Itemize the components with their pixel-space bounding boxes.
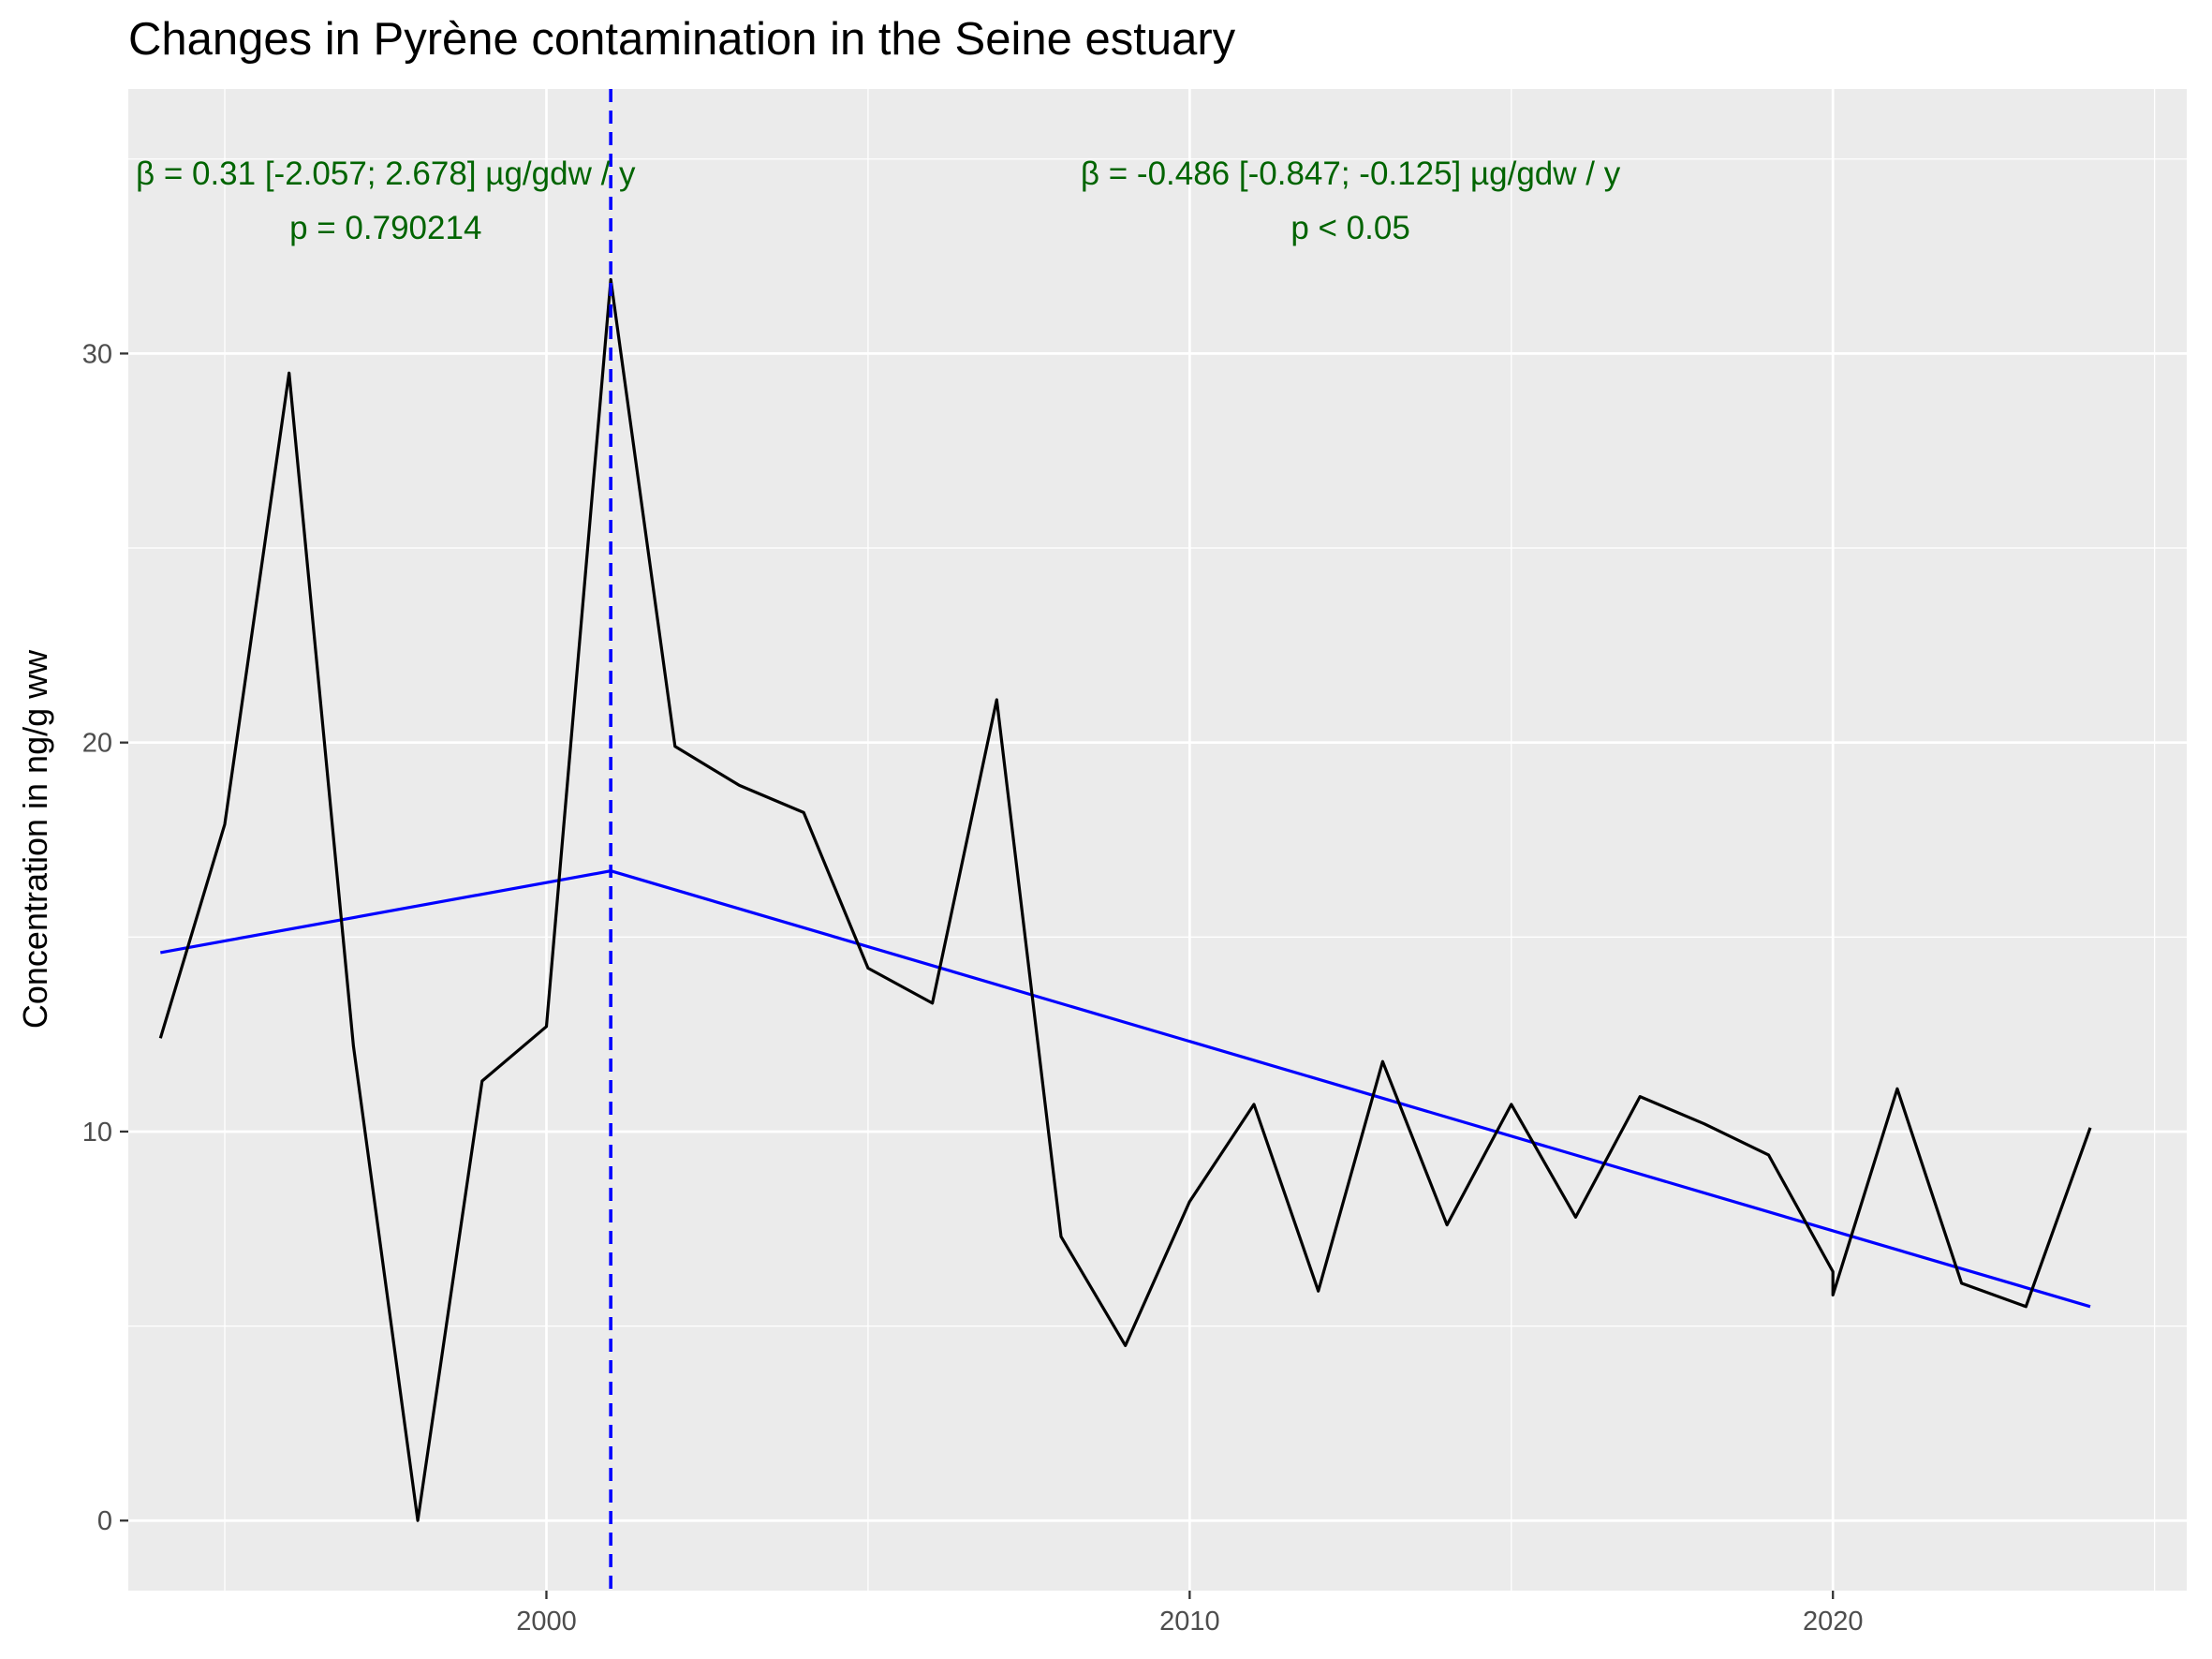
x-axis: 2000 2010 2020 xyxy=(516,1591,1863,1637)
x-tick-label: 2000 xyxy=(516,1607,577,1637)
plot-panel xyxy=(128,89,2187,1591)
y-tick-label: 10 xyxy=(82,1118,112,1148)
x-tick-label: 2020 xyxy=(1803,1607,1864,1637)
annotation-left-p: p = 0.790214 xyxy=(289,210,481,246)
y-tick-label: 20 xyxy=(82,729,112,759)
y-axis: 0 10 20 30 xyxy=(82,339,128,1536)
y-tick-label: 30 xyxy=(82,339,112,369)
annotation-right-beta: β = -0.486 [-0.847; -0.125] µg/gdw / y xyxy=(1081,156,1621,192)
major-gridlines xyxy=(128,89,2187,1591)
y-tick-label: 0 xyxy=(97,1506,112,1536)
annotations: β = 0.31 [-2.057; 2.678] µg/gdw / y p = … xyxy=(136,156,1621,246)
chart-title: Changes in Pyrène contamination in the S… xyxy=(128,14,1236,65)
minor-gridlines xyxy=(128,89,2187,1591)
annotation-right-p: p < 0.05 xyxy=(1290,210,1409,246)
x-tick-label: 2010 xyxy=(1159,1607,1220,1637)
observed-line xyxy=(158,277,2092,1522)
y-axis-title: Concentration in ng/g ww xyxy=(16,649,54,1029)
observed-line-group xyxy=(158,277,2092,1522)
annotation-left-beta: β = 0.31 [-2.057; 2.678] µg/gdw / y xyxy=(136,156,636,192)
